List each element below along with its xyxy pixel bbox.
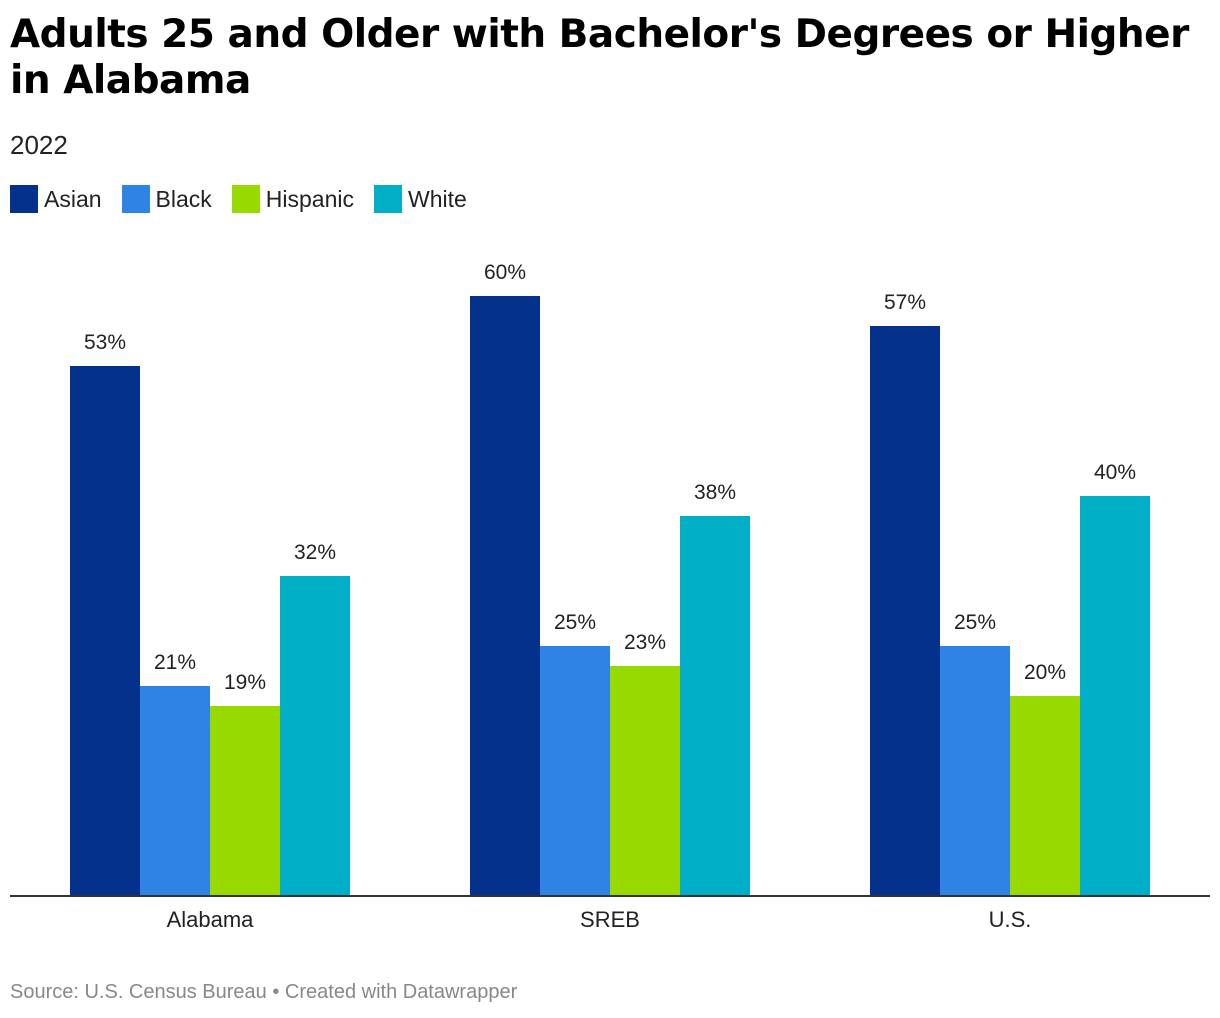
data-label-u-s-hispanic: 20% [1024, 661, 1066, 684]
data-label-sreb-white: 38% [694, 481, 736, 504]
legend-label-white: White [408, 185, 467, 212]
bar-chart: 53% 21% 19% 32% Alabama 60% 25% 23% 38% SREB 57% 25… [10, 261, 1210, 932]
legend-label-hispanic: Hispanic [265, 185, 355, 212]
bar-alabama-black [140, 686, 210, 896]
bar-alabama-hispanic [210, 706, 280, 896]
x-tick-label-u-s: U.S. [989, 907, 1032, 932]
legend-item-hispanic: Hispanic [231, 185, 355, 213]
bar-u-s-black [940, 646, 1010, 896]
legend-swatch-white [374, 185, 403, 213]
bar-alabama-white [280, 576, 350, 896]
data-label-u-s-white: 40% [1094, 461, 1136, 484]
bar-sreb-asian [470, 296, 540, 896]
legend-item-black: Black [121, 185, 212, 213]
legend-label-asian: Asian [44, 185, 102, 212]
legend-label-black: Black [155, 185, 212, 212]
bar-u-s-hispanic [1010, 696, 1080, 896]
bar-sreb-black [540, 646, 610, 896]
bar-sreb-white [680, 516, 750, 896]
data-label-alabama-white: 32% [294, 541, 336, 564]
data-label-u-s-black: 25% [954, 611, 996, 634]
x-tick-label-sreb: SREB [580, 907, 640, 932]
legend-item-asian: Asian [10, 185, 102, 213]
legend-swatch-black [121, 185, 150, 213]
data-label-sreb-hispanic: 23% [624, 631, 666, 654]
x-tick-label-alabama: Alabama [167, 907, 255, 932]
bar-sreb-hispanic [610, 666, 680, 896]
chart-subtitle: 2022 [10, 130, 68, 160]
data-label-sreb-asian: 60% [484, 261, 526, 284]
chart-title: Adults 25 and Older with Bachelor's Degr… [10, 12, 1189, 103]
data-label-alabama-hispanic: 19% [224, 671, 266, 694]
bar-u-s-asian [870, 326, 940, 896]
data-label-u-s-asian: 57% [884, 291, 926, 314]
legend-swatch-hispanic [231, 185, 260, 213]
legend-swatch-asian [10, 185, 38, 213]
legend-item-white: White [374, 185, 467, 213]
data-label-alabama-black: 21% [154, 651, 196, 674]
source-footer: Source: U.S. Census Bureau • Created wit… [10, 981, 518, 1003]
data-label-alabama-asian: 53% [84, 331, 126, 354]
legend: Asian Black Hispanic White [10, 185, 487, 213]
bar-u-s-white [1080, 496, 1150, 896]
bar-alabama-asian [70, 366, 140, 896]
data-label-sreb-black: 25% [554, 611, 596, 634]
